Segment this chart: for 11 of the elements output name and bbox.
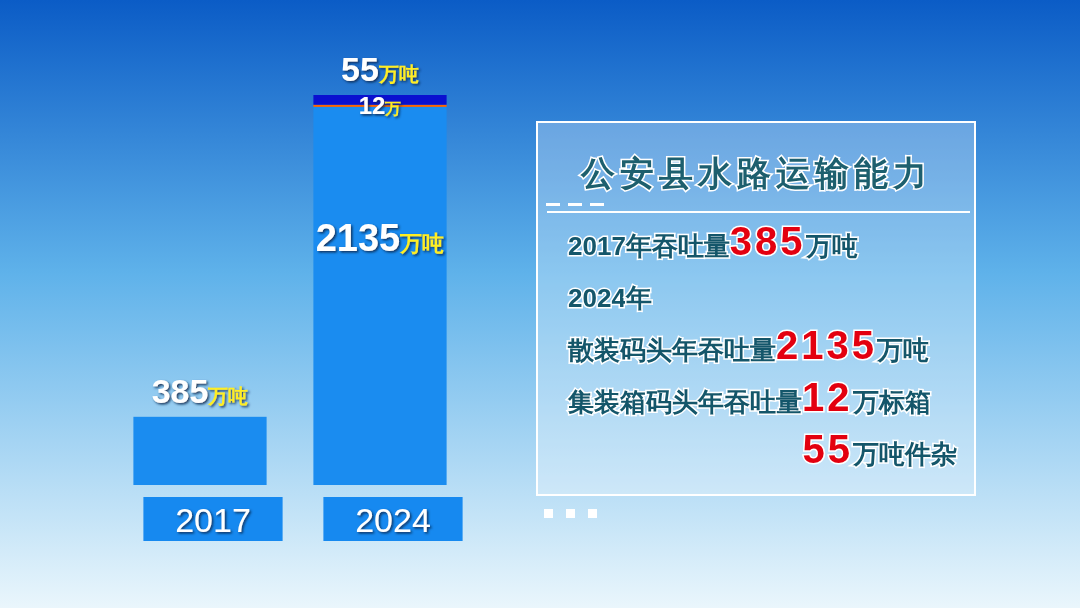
data-label: 385万吨 [151,371,249,410]
text: 55万吨件杂 [802,427,957,471]
data-label: 55万吨 [341,50,419,88]
text: 集装箱码头年吞吐量12万标箱 [567,375,931,419]
data-label: 2135万吨 [315,216,445,259]
text: 2024年 [568,283,652,313]
text: 散装码头年吞吐量2135万吨 [567,323,929,367]
text: 公安县水路运输能力 [579,154,932,192]
x-tick-label: 2024 [355,501,431,539]
text: 2017年吞吐量385万吨 [568,219,858,263]
x-tick-label: 2017 [175,501,251,539]
